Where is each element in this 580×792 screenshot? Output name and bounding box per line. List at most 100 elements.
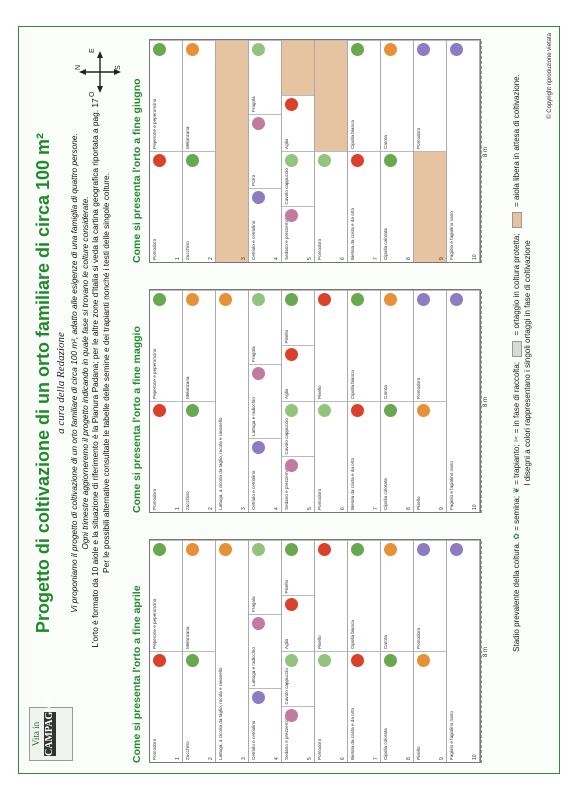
aiuola-number: 1 — [175, 507, 181, 510]
aiuola-7: Bietola da costa e da orto Cipolla bianca… — [348, 290, 381, 512]
vegetable-icon — [417, 43, 430, 56]
crop-label: Pisello — [416, 746, 421, 760]
aiuola-7: Bietola da costa e da orto Cipolla bianca… — [348, 40, 381, 262]
crop-label: Zucchino — [185, 491, 190, 510]
intro-line-4: Per le possibili alternative consultate … — [101, 63, 112, 683]
legend-free: = aiola libera in attesa di coltivazione… — [512, 74, 521, 207]
intro-line-1: Vi proponiamo il progetto di coltivazion… — [69, 63, 80, 683]
crop-cell: Melanzana — [183, 290, 215, 401]
crop-label: Pomodoro — [416, 128, 421, 149]
vegetable-icon — [351, 154, 364, 167]
crop-cell: Pisello — [315, 290, 347, 401]
vegetable-icon — [219, 293, 232, 306]
byline: a cura della Redazione — [55, 73, 67, 693]
crop-cell: Cipolla bianca — [348, 40, 380, 151]
crop-label: Lattuga, a cicoria da taglio, rucola e r… — [218, 668, 223, 760]
vegetable-icon — [153, 43, 166, 56]
crop-label: Cipolla bianca — [350, 370, 355, 399]
aiuola-9: Pisello Pomodoro 9 — [414, 540, 447, 762]
vegetable-icon — [252, 43, 265, 56]
crop-label: Melanzana — [185, 127, 190, 149]
aiuola-number: 7 — [373, 507, 379, 510]
crop-label: Pomodoro — [317, 489, 322, 510]
vegetable-icon — [384, 293, 397, 306]
vegetable-icon — [417, 543, 430, 556]
panel-title: Come si presenta l'orto a fine aprile — [131, 541, 147, 763]
vegetable-icon — [285, 460, 298, 473]
logo-line-2: CAMPAGNA — [44, 712, 56, 756]
vegetable-icon — [351, 404, 364, 417]
vegetable-icon — [285, 349, 298, 362]
crop-label: Fagiolo e fagiolino nano — [449, 211, 454, 260]
crop-cell — [216, 40, 248, 262]
crop-label: Pisello — [284, 580, 289, 594]
compass-icon — [77, 47, 123, 97]
crop-label: Bietola da costa e da orto — [350, 208, 355, 260]
crop-cell: Peperone e peperoncino — [150, 540, 182, 651]
transplant-icon: ❦ — [512, 487, 521, 494]
crop-label: Pomodoro — [152, 239, 157, 260]
aiuola-2: Zucchino Melanzana 2 — [183, 540, 216, 762]
aiuola-number: 5 — [307, 507, 313, 510]
aiuola-number: 2 — [208, 757, 214, 760]
garden-grid: Pomodoro Peperone e peperoncino 1 Zucchino M… — [149, 289, 481, 513]
vegetable-icon — [186, 154, 199, 167]
crop-cell: Fragola — [249, 290, 281, 364]
vegetable-icon — [252, 367, 265, 380]
vegetable-icon — [351, 654, 364, 667]
compass-rose: N S E O — [77, 47, 123, 97]
aiuola-4: Cetriolo e cetriolino Lattuga e radicchio… — [249, 540, 282, 762]
vegetable-icon — [285, 599, 298, 612]
aiuola-10: Fagiolo e fagiolino nano 10 — [447, 40, 480, 262]
crop-cell: Carota — [381, 290, 413, 401]
vegetable-icon — [318, 543, 331, 556]
crop-label: Porro — [251, 175, 256, 186]
aiuola-number: 9 — [439, 757, 445, 760]
vegetable-icon — [285, 154, 298, 167]
vegetable-icon — [285, 710, 298, 723]
aiuola-number: 9 — [439, 257, 445, 260]
vegetable-icon — [153, 293, 166, 306]
crop-cell: Bietola da costa e da orto — [348, 651, 380, 762]
aiuola-number: 3 — [241, 757, 247, 760]
vegetable-icon — [285, 210, 298, 223]
vegetable-icon — [384, 154, 397, 167]
vegetable-icon — [384, 654, 397, 667]
compass-e: E — [89, 48, 96, 53]
crop-label: Aglio — [284, 389, 289, 399]
intro-line-2: Ogni trimestre aggiorneremo il progetto … — [80, 63, 91, 683]
aiuola-number: 6 — [340, 507, 346, 510]
crop-label: Cavolo cappuccio — [284, 668, 289, 704]
crop-label: Sedano e prezzemolo — [284, 215, 289, 260]
crop-cell: Carota — [381, 40, 413, 151]
vegetable-icon — [252, 691, 265, 704]
aiuola-1: Pomodoro Peperone e peperoncino 1 — [150, 40, 183, 262]
crop-cell: Aglio — [282, 96, 314, 152]
vegetable-icon — [285, 293, 298, 306]
garden-grid: Pomodoro Peperone e peperoncino 1 Zucchino M… — [149, 539, 481, 763]
crop-cell: Pomodoro — [315, 151, 347, 262]
logo-line-1: Vita in — [31, 722, 41, 746]
compass-s: S — [115, 65, 122, 70]
aiuola-2: Zucchino Melanzana 2 — [183, 290, 216, 512]
aiuola-number: 10 — [472, 504, 478, 510]
crop-label: Cetriolo e cetriolino — [251, 721, 256, 760]
vegetable-icon — [351, 543, 364, 556]
vegetable-icon — [252, 191, 265, 204]
aiuola-9: Pisello Pomodoro 9 — [414, 290, 447, 512]
crop-label: Cipolla bianca — [350, 620, 355, 649]
crop-cell: Fragola — [249, 540, 281, 614]
crop-label: Peperone e peperoncino — [152, 99, 157, 149]
aiuola-number: 3 — [241, 257, 247, 260]
vegetable-icon — [285, 99, 298, 112]
vegetable-icon — [351, 293, 364, 306]
vegetable-icon — [318, 404, 331, 417]
crop-cell — [282, 40, 314, 96]
crop-cell: Pomodoro — [315, 651, 347, 762]
crop-cell — [315, 40, 347, 151]
crop-cell: Zucchino — [183, 151, 215, 262]
legend-sowing: = semina; — [512, 496, 521, 531]
crop-cell: Pomodoro — [414, 290, 446, 401]
vegetable-icon — [384, 543, 397, 556]
legend-note: I disegni a colori rappresentano i singo… — [522, 43, 533, 683]
